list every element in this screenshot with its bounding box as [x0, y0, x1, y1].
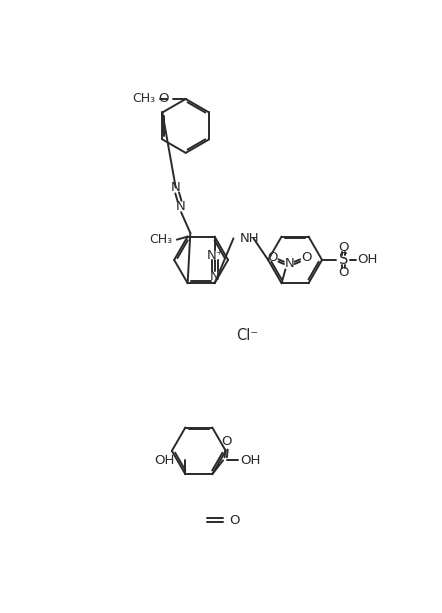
Text: O: O: [338, 265, 349, 279]
Text: O: O: [267, 251, 278, 264]
Text: Cl⁻: Cl⁻: [236, 328, 259, 343]
Text: N: N: [284, 257, 294, 270]
Text: CH₃: CH₃: [149, 233, 172, 246]
Text: S: S: [339, 253, 348, 267]
Text: N: N: [210, 270, 220, 283]
Text: O: O: [301, 251, 312, 264]
Text: OH: OH: [154, 454, 175, 467]
Text: N⁺: N⁺: [206, 248, 223, 262]
Text: N: N: [171, 181, 181, 194]
Text: O: O: [338, 241, 349, 254]
Text: N: N: [176, 200, 186, 213]
Text: NH: NH: [240, 232, 259, 245]
Text: OH: OH: [358, 253, 378, 267]
Text: O: O: [221, 435, 232, 448]
Text: CH₃: CH₃: [132, 93, 155, 105]
Text: O: O: [229, 514, 240, 527]
Text: O: O: [158, 93, 169, 105]
Text: OH: OH: [240, 454, 260, 467]
